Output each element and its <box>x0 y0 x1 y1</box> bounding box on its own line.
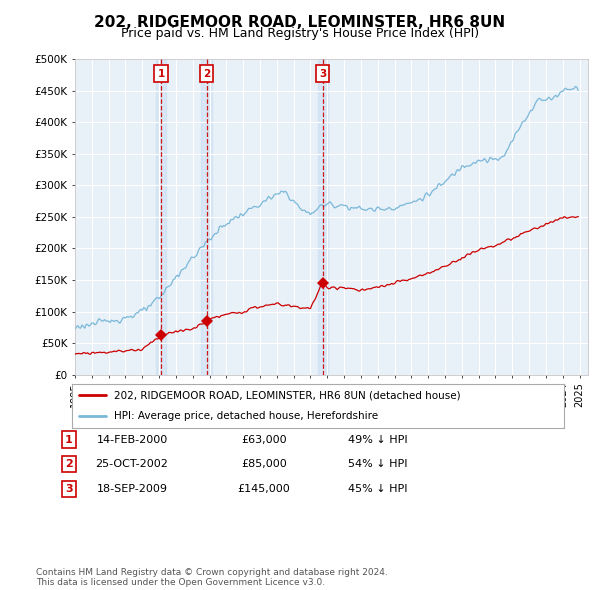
Text: £145,000: £145,000 <box>238 484 290 494</box>
Text: £85,000: £85,000 <box>241 460 287 469</box>
Text: Contains HM Land Registry data © Crown copyright and database right 2024.
This d: Contains HM Land Registry data © Crown c… <box>36 568 388 587</box>
Text: 14-FEB-2000: 14-FEB-2000 <box>97 435 167 444</box>
Text: £63,000: £63,000 <box>241 435 287 444</box>
Text: 3: 3 <box>65 484 73 494</box>
Bar <box>317 59 328 375</box>
Text: Price paid vs. HM Land Registry's House Price Index (HPI): Price paid vs. HM Land Registry's House … <box>121 27 479 40</box>
Text: HPI: Average price, detached house, Herefordshire: HPI: Average price, detached house, Here… <box>114 411 378 421</box>
Bar <box>202 59 212 375</box>
Text: 2: 2 <box>65 460 73 469</box>
Text: 18-SEP-2009: 18-SEP-2009 <box>97 484 167 494</box>
Text: 202, RIDGEMOOR ROAD, LEOMINSTER, HR6 8UN: 202, RIDGEMOOR ROAD, LEOMINSTER, HR6 8UN <box>94 15 506 30</box>
Text: 45% ↓ HPI: 45% ↓ HPI <box>348 484 408 494</box>
Text: 49% ↓ HPI: 49% ↓ HPI <box>348 435 408 444</box>
Text: 25-OCT-2002: 25-OCT-2002 <box>95 460 169 469</box>
Text: 202, RIDGEMOOR ROAD, LEOMINSTER, HR6 8UN (detached house): 202, RIDGEMOOR ROAD, LEOMINSTER, HR6 8UN… <box>114 391 460 401</box>
Text: 54% ↓ HPI: 54% ↓ HPI <box>348 460 408 469</box>
Text: 1: 1 <box>157 68 165 78</box>
Text: 2: 2 <box>203 68 210 78</box>
Text: 3: 3 <box>319 68 326 78</box>
Text: 1: 1 <box>65 435 73 444</box>
Bar <box>156 59 166 375</box>
